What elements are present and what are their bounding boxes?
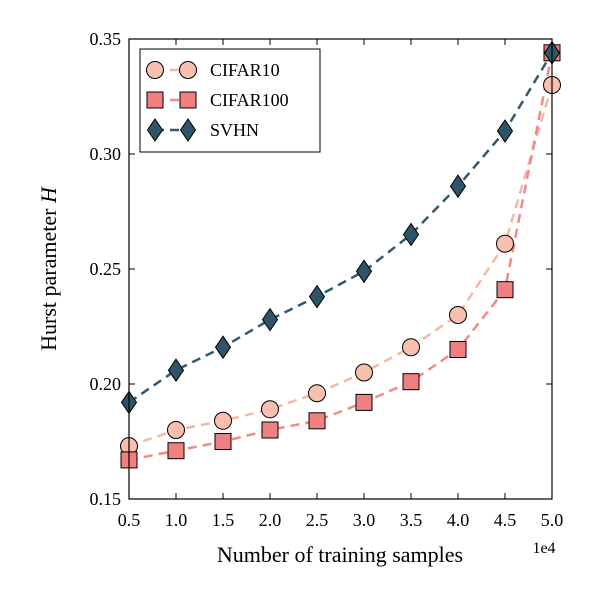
legend-label-svhn: SVHN — [210, 120, 259, 140]
legend-marker-cifar10 — [146, 61, 164, 79]
x-offset-label: 1e4 — [532, 540, 555, 557]
legend-label-cifar10: CIFAR10 — [210, 60, 280, 80]
y-tick-label: 0.25 — [90, 259, 122, 279]
legend-label-cifar100: CIFAR100 — [210, 90, 289, 110]
y-axis-label-symbol: H — [36, 186, 61, 204]
y-tick-label: 0.20 — [90, 374, 122, 394]
series-line-svhn — [128, 52, 554, 404]
data-point-cifar10 — [402, 338, 420, 357]
data-point-cifar10 — [261, 400, 279, 419]
data-point-cifar100 — [355, 393, 373, 411]
data-point-svhn — [308, 284, 326, 309]
x-tick-label: 3.0 — [353, 510, 376, 530]
data-point-cifar100 — [496, 281, 514, 299]
data-point-svhn — [496, 119, 514, 143]
series-line-cifar100 — [128, 52, 554, 462]
data-point-svhn — [261, 307, 279, 332]
x-tick-label: 1.0 — [165, 510, 188, 530]
data-point-svhn — [167, 358, 185, 383]
x-tick-label: 5.0 — [541, 510, 564, 530]
data-point-cifar10 — [355, 363, 373, 382]
data-point-cifar100 — [261, 421, 279, 439]
data-point-svhn — [402, 222, 420, 247]
data-point-cifar100 — [167, 442, 185, 460]
data-point-cifar100 — [214, 433, 232, 450]
y-tick-label: 0.35 — [90, 29, 122, 49]
data-point-cifar100 — [402, 373, 420, 391]
legend-marker-cifar100 — [179, 91, 197, 109]
data-point-cifar100 — [308, 412, 326, 430]
x-tick-label: 1.5 — [212, 510, 235, 530]
y-axis-label-text: Hurst parameter — [36, 208, 61, 351]
legend-marker-svhn — [146, 118, 164, 142]
data-point-svhn — [449, 174, 467, 199]
x-tick-label: 3.5 — [400, 510, 423, 530]
data-point-svhn — [214, 335, 232, 360]
data-point-cifar10 — [496, 234, 514, 253]
legend: CIFAR10 CIFAR100 SVHN — [139, 48, 321, 153]
y-axis-label: Hurst parameter H — [36, 186, 61, 351]
legend-marker-cifar10 — [179, 61, 197, 79]
legend-marker-svhn — [179, 118, 197, 142]
data-point-svhn — [355, 259, 373, 284]
x-tick-label: 2.0 — [259, 510, 282, 530]
data-point-cifar10 — [308, 384, 326, 403]
y-tick-label: 0.15 — [90, 489, 122, 509]
data-point-cifar10 — [167, 421, 185, 439]
y-tick-label: 0.30 — [90, 144, 122, 164]
series-layer — [120, 40, 561, 469]
x-tick-label: 4.0 — [447, 510, 470, 530]
x-axis-label: Number of training samples — [217, 542, 463, 567]
x-tick-label: 0.5 — [118, 510, 141, 530]
data-point-cifar100 — [449, 341, 467, 358]
legend-marker-cifar100 — [146, 91, 164, 109]
x-tick-label: 4.5 — [494, 510, 517, 530]
x-tick-label: 2.5 — [306, 510, 329, 530]
data-point-cifar10 — [214, 411, 232, 430]
ticks-layer: 0.5 1.0 1.5 2.0 2.5 3.0 3.5 4.0 4.5 5.0 0.15 0.20 0.… — [90, 29, 564, 530]
data-point-cifar10 — [449, 306, 467, 324]
